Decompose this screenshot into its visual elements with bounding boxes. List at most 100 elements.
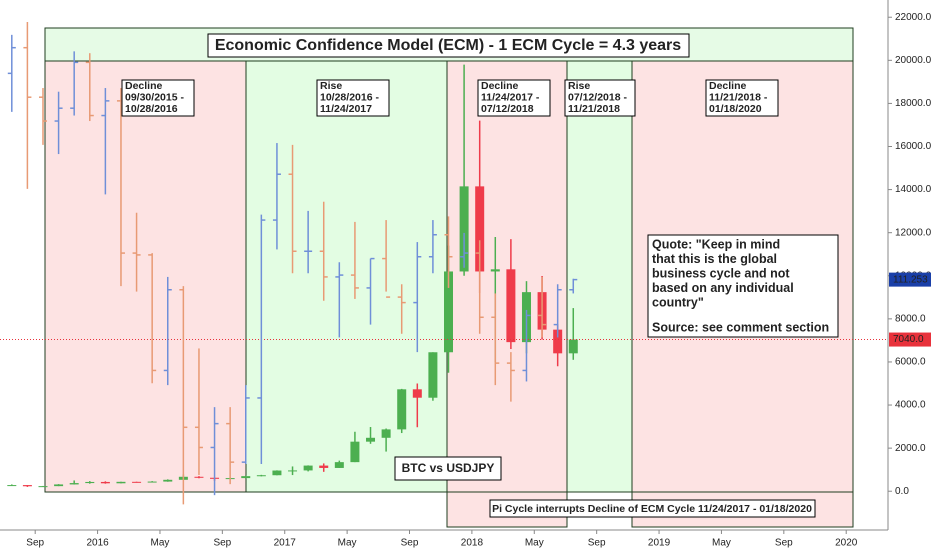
labels: Economic Confidence Model (ECM) - 1 ECM … [121, 33, 839, 518]
quote-line: that this is the global [652, 252, 777, 266]
candle-body [490, 269, 500, 272]
candle-body [85, 481, 95, 484]
candle-body [7, 485, 17, 487]
candle-body [459, 186, 469, 272]
x-tick-label: May [151, 538, 170, 549]
x-tick-label: 2016 [86, 538, 109, 549]
quote-box [647, 234, 839, 338]
rise-zone [245, 60, 448, 493]
zone-label: 11/24/2017 [320, 103, 372, 115]
candle-body [163, 479, 173, 482]
quote-source: Source: see comment section [652, 320, 829, 334]
candle-body [69, 483, 79, 485]
price-tag [889, 272, 931, 287]
decline-zone [44, 60, 247, 493]
zone-label: 09/30/2015 - [125, 91, 184, 103]
pi-note: Pi Cycle interrupts Decline of ECM Cycle… [492, 503, 812, 515]
x-tick-label: Sep [588, 538, 606, 549]
x-tick-label: 2020 [835, 538, 858, 549]
candle-body [22, 485, 32, 487]
marks [0, 22, 888, 505]
zone-label-box [121, 79, 195, 117]
candle-body [100, 481, 110, 484]
candle-body [397, 389, 407, 430]
x-tick-label: Sep [26, 538, 44, 549]
quote-line: based on any individual [652, 281, 794, 295]
candle-body [412, 389, 422, 398]
zone-label: Rise [320, 80, 342, 92]
candle-body [194, 476, 204, 478]
candle-body [38, 486, 48, 488]
pi-box [489, 499, 816, 518]
candle-body [54, 484, 64, 487]
quote-line: Quote: "Keep in mind [652, 237, 780, 251]
zone-label: 11/21/2018 - [709, 91, 768, 103]
zone-label: Decline [125, 80, 163, 92]
pair-box [394, 456, 502, 481]
quote-line: country" [652, 295, 704, 309]
y-tick-label: 20000.0 [895, 55, 932, 66]
candle-body [334, 462, 344, 468]
price-tag-label: 7040.0 [893, 334, 924, 345]
candle-body [506, 269, 516, 343]
y-tick-label: 6000.0 [895, 357, 926, 368]
chart-title: Economic Confidence Model (ECM) - 1 ECM … [215, 37, 681, 54]
y-tick-label: 8000.0 [895, 314, 926, 325]
zone-label: 11/21/2018 [568, 103, 620, 115]
price-tag-label: 111.253 [893, 274, 928, 285]
zone-label: 10/28/2016 [125, 103, 178, 115]
candle-body [288, 470, 298, 472]
zone-label: 07/12/2018 [481, 103, 534, 115]
y-tick-label: 2000.0 [895, 443, 926, 454]
x-tick-label: May [712, 538, 731, 549]
x-tick-label: 2019 [648, 538, 671, 549]
x-tick-label: Sep [401, 538, 419, 549]
axis-bg [0, 530, 932, 550]
y-tick-label: 12000.0 [895, 227, 932, 238]
y-tick-label: 22000.0 [895, 12, 932, 23]
candle-body [366, 437, 376, 442]
candle-body [475, 186, 485, 272]
candle-body [147, 481, 157, 483]
ecm-zones [44, 27, 854, 528]
zone-label: 10/28/2016 - [320, 91, 379, 103]
candle-body [568, 339, 578, 354]
x-tick-label: May [338, 538, 357, 549]
rise-zone [566, 60, 633, 493]
candle-body [319, 465, 329, 468]
y-tick-label: 18000.0 [895, 98, 932, 109]
candle-body [444, 271, 453, 353]
zone-label-box [705, 79, 779, 117]
y-tick-label: 4000.0 [895, 400, 926, 411]
zone-label: Decline [709, 80, 747, 92]
zone-label: 11/24/2017 - [481, 91, 540, 103]
candle-body [350, 441, 360, 463]
zone-label: Rise [568, 80, 590, 92]
candle-body [553, 329, 563, 354]
pair-label: BTC vs USDJPY [402, 461, 495, 475]
candle-body [116, 481, 126, 484]
x-tick-label: Sep [775, 538, 793, 549]
candle-body [241, 476, 251, 479]
zone-label-box [316, 79, 390, 117]
candle-body [132, 481, 142, 483]
y-tick-label: 0.0 [895, 486, 909, 497]
x-tick-label: Sep [213, 538, 231, 549]
candle-body [381, 429, 391, 438]
candle-body [303, 465, 313, 471]
zone-label-box [564, 79, 636, 117]
zone-label-box [477, 79, 551, 117]
zone-label: 07/12/2018 - [568, 91, 627, 103]
zone-label: 01/18/2020 [709, 103, 762, 115]
candle-body [256, 475, 266, 477]
candle-body [272, 470, 282, 476]
x-tick-label: May [525, 538, 544, 549]
title-box [207, 33, 690, 58]
y-tick-label: 14000.0 [895, 184, 932, 195]
x-tick-label: 2018 [461, 538, 484, 549]
x-tick-label: 2017 [274, 538, 297, 549]
y-tick-label: 16000.0 [895, 141, 932, 152]
